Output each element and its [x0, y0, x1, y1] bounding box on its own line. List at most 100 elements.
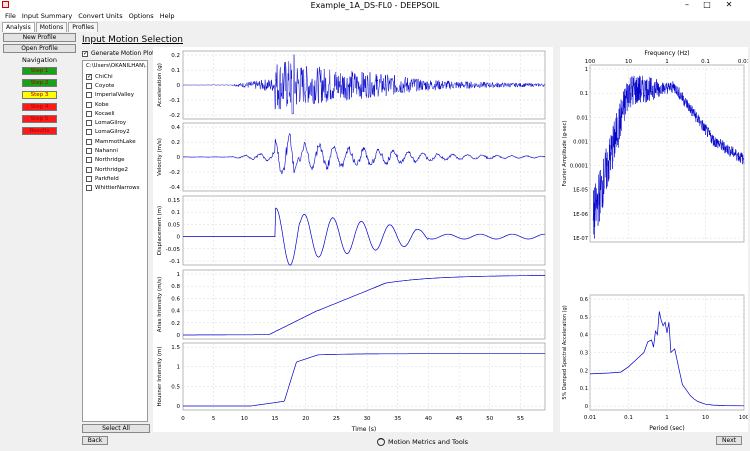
chevron-up-icon: ^ — [377, 438, 385, 446]
motion-label: ChiChi — [95, 73, 113, 80]
motion-item[interactable]: LomaGilroy — [86, 118, 144, 127]
main-tabs: Analysis Motions Profiles — [2, 22, 99, 32]
motion-item[interactable]: Kobe — [86, 100, 144, 109]
motion-item[interactable]: Nahanni — [86, 146, 144, 155]
maximize-button[interactable]: □ — [703, 0, 711, 9]
nav-step-6[interactable]: Results — [22, 127, 57, 135]
x-tick-label: 15 — [272, 416, 279, 422]
new-profile-button[interactable]: New Profile — [3, 33, 76, 42]
y-tick-label: 0.05 — [168, 222, 181, 228]
motion-item[interactable]: ChiChi — [86, 72, 144, 81]
menu-file[interactable]: File — [5, 12, 16, 20]
nav-step-4[interactable]: Step 4 — [22, 103, 57, 111]
next-button[interactable]: Next — [716, 436, 742, 445]
y-tick-label: -0.1 — [169, 259, 180, 265]
menu-help[interactable]: Help — [159, 12, 175, 20]
generate-plots-label: Generate Motion Plots — [91, 50, 158, 57]
housner-intensity-trace — [183, 353, 545, 407]
spectral-acceleration-trace — [589, 311, 745, 407]
y-tick-label: 0 — [177, 83, 181, 89]
y-axis-label: Housner Intensity (m) — [157, 346, 163, 406]
motion-checkbox[interactable] — [86, 157, 92, 164]
plot-frame — [182, 195, 546, 266]
y-tick-label: 1E-07 — [573, 236, 588, 242]
y-axis-label: Acceleration (g) — [157, 63, 163, 107]
x-tick-label: 35 — [394, 416, 401, 422]
motion-item[interactable]: Northridge — [86, 156, 144, 165]
x-tick-label: 40 — [425, 416, 432, 422]
motion-checkbox[interactable] — [86, 101, 92, 108]
motion-checkbox[interactable] — [86, 175, 92, 182]
motion-item[interactable]: WhittierNarrows — [86, 184, 144, 193]
x-tick-label: 45 — [456, 416, 463, 422]
x-tick-label: 1 — [665, 415, 669, 421]
y-tick-label: 0.2 — [580, 368, 588, 374]
motion-checkbox[interactable] — [86, 138, 92, 145]
motion-checkbox[interactable] — [86, 110, 92, 117]
nav-step-2[interactable]: Step 2 — [22, 79, 57, 87]
menu-input-summary[interactable]: Input Summary — [21, 12, 73, 20]
motion-label: Kocaeli — [95, 110, 115, 117]
fourier-amplitude-trace — [592, 75, 745, 239]
y-tick-label: 0.8 — [171, 284, 180, 290]
y-tick-label: 0 — [177, 404, 181, 410]
motion-metrics-toggle[interactable]: ^ Motion Metrics and Tools — [377, 438, 468, 446]
tab-analysis[interactable]: Analysis — [2, 22, 35, 32]
motion-metrics-label: Motion Metrics and Tools — [388, 438, 469, 446]
motion-checkbox[interactable] — [86, 148, 92, 155]
menu-convert-units[interactable]: Convert Units — [78, 12, 123, 20]
motion-item[interactable]: Parkfield — [86, 174, 144, 183]
motion-checkbox[interactable] — [86, 185, 92, 192]
motion-item[interactable]: Northridge2 — [86, 165, 144, 174]
motion-label: ImperialValley — [95, 92, 134, 99]
app-icon — [2, 1, 9, 8]
tab-profiles[interactable]: Profiles — [68, 22, 98, 32]
motion-checkbox[interactable] — [86, 73, 92, 80]
motion-item[interactable]: Coyote — [86, 81, 144, 90]
acceleration-trace — [183, 54, 546, 115]
y-tick-label: 0.1 — [580, 91, 588, 97]
back-button[interactable]: Back — [82, 436, 108, 445]
y-tick-label: 0 — [177, 235, 181, 241]
y-tick-label: 0.001 — [573, 139, 588, 145]
generate-plots-checkbox[interactable]: Generate Motion Plots — [82, 50, 158, 57]
motion-checkbox[interactable] — [86, 120, 92, 127]
motion-label: Northridge2 — [95, 166, 129, 173]
motion-label: Kobe — [95, 101, 109, 108]
y-axis-label: 5% Damped Spectral Acceleration (g) — [562, 305, 568, 399]
select-all-button[interactable]: Select All — [82, 424, 150, 433]
close-button[interactable]: ✕ — [725, 0, 733, 9]
checkbox-icon[interactable] — [82, 50, 88, 57]
y-tick-label: 0.1 — [171, 210, 180, 216]
nav-step-1[interactable]: Step 1 — [22, 67, 57, 75]
motion-label: MammothLake — [95, 138, 136, 145]
frequency-axis-label: Frequency (Hz) — [644, 50, 689, 57]
y-tick-label: -0.2 — [169, 113, 180, 119]
arias-intensity-trace — [183, 275, 545, 336]
menu-options[interactable]: Options — [128, 12, 154, 20]
section-title: Input Motion Selection — [82, 35, 184, 45]
motion-item[interactable]: ImperialValley — [86, 91, 144, 100]
open-profile-button[interactable]: Open Profile — [3, 44, 76, 53]
motion-item[interactable]: MammothLake — [86, 137, 144, 146]
y-tick-label: 0.4 — [171, 125, 180, 131]
minimize-button[interactable]: – — [685, 0, 689, 9]
nav-step-5[interactable]: Step 5 — [22, 115, 57, 123]
nav-step-3[interactable]: Step 3 — [22, 91, 57, 99]
tab-motions[interactable]: Motions — [35, 22, 68, 32]
motion-item[interactable]: LomaGilroy2 — [86, 128, 144, 137]
x-tick-label: 10 — [702, 415, 709, 421]
navigation-steps: Step 1 Step 2 Step 3 Step 4 Step 5 Results — [3, 67, 76, 135]
motion-checkbox[interactable] — [86, 82, 92, 89]
motion-checkbox[interactable] — [86, 92, 92, 99]
x-tick-label: 5 — [212, 416, 216, 422]
frequency-tick-label: 10 — [625, 59, 632, 65]
x-tick-label: 30 — [364, 416, 371, 422]
x-tick-label: 55 — [517, 416, 524, 422]
motion-checkbox[interactable] — [86, 166, 92, 173]
y-tick-label: 0.2 — [171, 321, 180, 327]
y-axis-label: Velocity (m/s) — [157, 138, 163, 176]
motion-checkbox[interactable] — [86, 129, 92, 136]
motion-item[interactable]: Kocaeli — [86, 109, 144, 118]
x-tick-label: 0.01 — [584, 415, 596, 421]
